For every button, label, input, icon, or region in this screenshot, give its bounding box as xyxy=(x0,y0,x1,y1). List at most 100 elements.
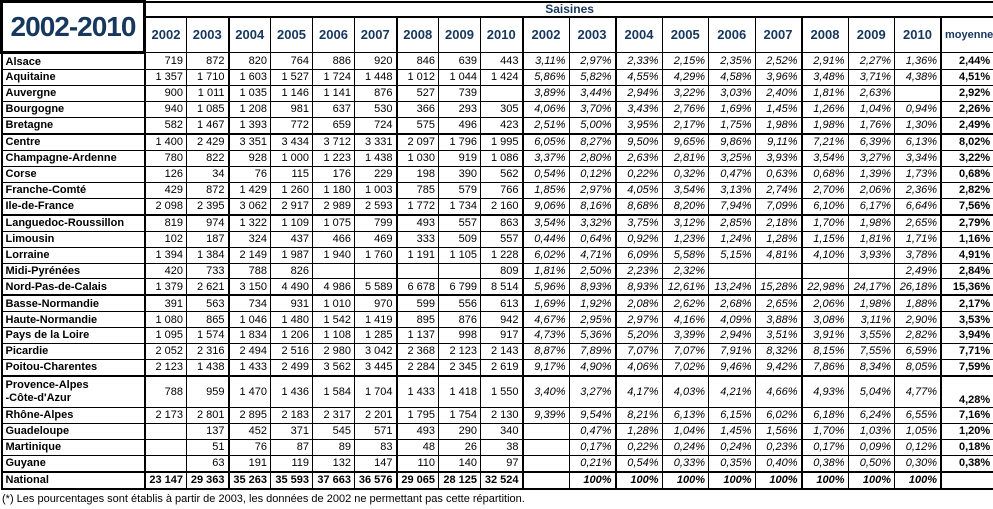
count-cell: 733 xyxy=(186,262,230,280)
pct-cell: 2,06% xyxy=(801,294,849,313)
count-cell: 6 799 xyxy=(438,278,481,297)
count-cell: 928 xyxy=(228,150,271,167)
pct-cell: 2,52% xyxy=(754,52,803,71)
pct-cell: 4,10% xyxy=(801,246,849,264)
count-cell: 3 062 xyxy=(228,197,271,216)
table-row: Martinique 51 76 87 89 83 48 26 38 0,17% 0,22% 0,24… xyxy=(1,438,993,456)
pct-cell: 2,51% xyxy=(522,117,570,136)
count-cell: 959 xyxy=(186,375,230,409)
count-cell: 562 xyxy=(480,165,524,183)
pct-cell: 4,77% xyxy=(894,375,942,409)
count-cell: 469 xyxy=(354,230,398,248)
pct-cell: 8,15% xyxy=(801,343,849,361)
pct-cell: 3,32% xyxy=(568,214,617,232)
pct-cell: 8,20% xyxy=(661,197,709,216)
pct-cell: 4,67% xyxy=(522,311,570,329)
pct-cell: 2,76% xyxy=(661,101,709,119)
count-cell: 493 xyxy=(396,423,439,440)
pct-cell: 2,82% xyxy=(894,327,942,345)
moyenne-cell: 7,71% xyxy=(940,343,993,361)
count-cell: 1 000 xyxy=(270,150,313,167)
count-cell: 2 317 xyxy=(312,407,355,425)
count-cell: 1 438 xyxy=(354,150,398,167)
count-cell: 766 xyxy=(480,181,524,199)
count-cell: 429 xyxy=(144,181,187,199)
year-header-row: 2002 2003 2004 2005 2006 2007 2008 2009 2010 2002… xyxy=(2,16,993,54)
pct-cell: 3,37% xyxy=(522,150,570,167)
pct-cell: 3,96% xyxy=(754,69,803,87)
count-cell: 2 123 xyxy=(144,359,187,378)
pct-cell: 3,70% xyxy=(568,101,617,119)
pct-cell: 2,35% xyxy=(708,52,756,71)
pct-cell: 9,17% xyxy=(522,359,570,378)
count-cell: 876 xyxy=(354,85,398,103)
pct-cell: 9,86% xyxy=(708,133,756,152)
year-header: 2006 xyxy=(312,16,355,54)
pct-cell: 7,94% xyxy=(708,197,756,216)
pct-cell: 4,03% xyxy=(661,375,709,409)
region-cell: Alsace xyxy=(1,52,146,71)
pct-cell: 2,97% xyxy=(568,52,617,71)
pct-cell: 1,88% xyxy=(894,294,942,313)
pct-cell: 2,85% xyxy=(708,214,756,232)
region-cell: Guyane xyxy=(1,454,146,473)
count-cell: 452 xyxy=(228,423,271,440)
table-row: Provence-Alpes -Côte-d'Azur 788 959 1 470 1 4… xyxy=(1,375,993,409)
count-cell: 420 xyxy=(144,262,187,280)
table-row: Pays de la Loire 1 095 1 574 1 834 1 206 1 10… xyxy=(1,327,993,345)
count-cell: 2 621 xyxy=(186,278,230,297)
count-cell: 26 xyxy=(438,438,481,456)
pct-cell: 1,98% xyxy=(847,294,895,313)
count-cell: 2 989 xyxy=(312,197,355,216)
pct-cell: 8,32% xyxy=(754,343,803,361)
pct-cell: 2,81% xyxy=(661,150,709,167)
count-cell: 97 xyxy=(480,454,524,473)
region-cell: Poitou-Charentes xyxy=(1,359,146,378)
pct-cell: 3,11% xyxy=(847,311,895,329)
count-cell: 293 xyxy=(438,101,481,119)
table-row: Centre 1 400 2 429 3 351 3 434 3 712 3 331 2 09… xyxy=(1,133,993,152)
year-header: 2004 xyxy=(228,16,271,54)
count-cell: 780 xyxy=(144,150,187,167)
count-cell: 89 xyxy=(312,438,355,456)
count-cell: 970 xyxy=(354,294,398,313)
count-cell: 1 384 xyxy=(186,246,230,264)
pct-cell: 4,29% xyxy=(661,69,709,87)
pct-cell: 2,97% xyxy=(615,311,663,329)
pct-cell: 1,69% xyxy=(522,294,570,313)
count-cell: 719 xyxy=(144,52,187,71)
pct-cell: 4,55% xyxy=(615,69,663,87)
year-header: 2003 xyxy=(568,16,617,54)
pct-cell: 3,12% xyxy=(661,214,709,232)
count-cell: 1 095 xyxy=(144,327,187,345)
pct-cell: 6,39% xyxy=(847,133,895,152)
count-cell: 1 438 xyxy=(186,359,230,378)
saisines-banner: Saisines xyxy=(144,1,993,19)
pct-cell: 0,24% xyxy=(661,438,709,456)
count-cell: 1 550 xyxy=(480,375,524,409)
pct-cell: 4,38% xyxy=(894,69,942,87)
report-title: 2002-2010 xyxy=(0,0,146,55)
count-cell: 1 109 xyxy=(270,214,313,232)
pct-cell: 7,02% xyxy=(661,359,709,378)
count-cell: 6 678 xyxy=(396,278,439,297)
count-cell: 1 285 xyxy=(354,327,398,345)
pct-cell: 7,91% xyxy=(708,343,756,361)
count-cell: 1 760 xyxy=(354,246,398,264)
pct-cell: 3,95% xyxy=(615,117,663,136)
moyenne-cell: 3,94% xyxy=(940,327,993,345)
count-cell: 2 284 xyxy=(396,359,439,378)
pct-cell: 4,06% xyxy=(615,359,663,378)
pct-cell: 3,03% xyxy=(708,85,756,103)
count-cell: 1 795 xyxy=(396,407,439,425)
count-cell: 1 379 xyxy=(144,278,187,297)
pct-cell: 2,18% xyxy=(754,214,803,232)
moyenne-cell: 2,49% xyxy=(940,117,993,136)
table-row: National 23 147 29 363 35 263 35 593 37 663 36… xyxy=(1,471,993,490)
pct-cell: 3,27% xyxy=(847,150,895,167)
pct-cell: 6,13% xyxy=(661,407,709,425)
count-cell: 872 xyxy=(186,181,230,199)
count-cell: 599 xyxy=(396,294,439,313)
moyenne-cell: 0,18% xyxy=(940,438,993,456)
pct-cell: 0,47% xyxy=(568,423,617,440)
